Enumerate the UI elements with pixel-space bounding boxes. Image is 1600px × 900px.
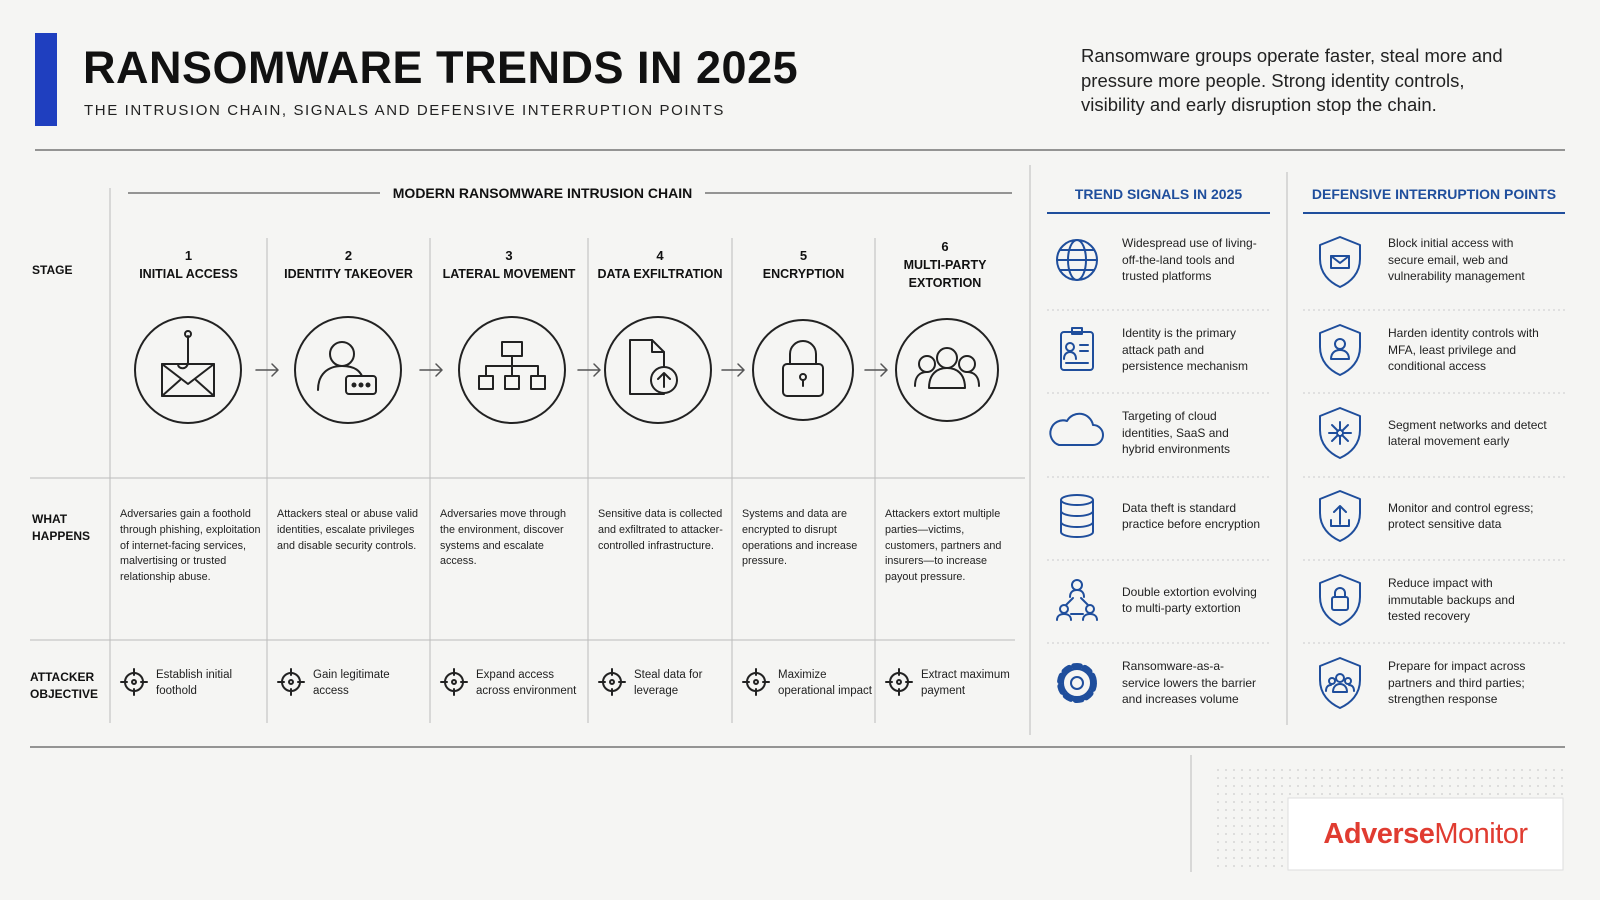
stage-number: 2 — [344, 248, 353, 263]
stage-icons — [134, 316, 999, 424]
signal-text: Ransomware-as-a-service lowers the barri… — [1122, 659, 1257, 707]
defense-icons — [1319, 236, 1361, 709]
stage-header: 2 IDENTITY TAKEOVER — [267, 235, 430, 295]
stage-objective: Gain legitimate access — [313, 669, 390, 697]
objective-icons — [120, 668, 913, 696]
row-label: WHAT HAPPENS — [32, 512, 91, 543]
stage-description: Adversaries gain a foothold through phis… — [120, 508, 261, 584]
defense-title: DEFENSIVE INTERRUPTION POINTS — [1311, 186, 1557, 202]
stage-description: Adversaries move through the environment… — [440, 508, 567, 568]
signal-text: Targeting of cloud identities, SaaS and … — [1122, 409, 1231, 457]
stage-description: Sensitive data is collected and exfiltra… — [598, 508, 723, 552]
signal-text: Data theft is standard practice before e… — [1122, 500, 1261, 532]
signal-text: Widespread use of living-off-the-land to… — [1122, 236, 1257, 284]
logo: AdverseMonitor — [1288, 818, 1563, 851]
title: RANSOMWARE TRENDS IN 2025 — [83, 42, 799, 93]
chain-title: MODERN RANSOMWARE INTRUSION CHAIN — [392, 185, 693, 201]
logo-part: Monitor — [1434, 818, 1528, 850]
logo-part: Adverse — [1323, 818, 1435, 850]
stage-name: INITIAL ACCESS — [139, 267, 238, 281]
row-label: STAGE — [32, 263, 73, 277]
stage-description: Attackers extort multiple parties—victim… — [885, 508, 1002, 584]
signal-text: Double extortion evolving to multi-party… — [1122, 584, 1257, 616]
accent-bar — [35, 33, 57, 126]
signals-title: TREND SIGNALS IN 2025 — [1074, 186, 1243, 202]
defense-text: Block initial access with secure email, … — [1388, 236, 1525, 284]
stage-name: DATA EXFILTRATION — [597, 267, 723, 281]
stage-header: 4 DATA EXFILTRATION — [588, 235, 732, 295]
signal-icons — [1049, 239, 1104, 703]
stage-header: 1 INITIAL ACCESS — [110, 235, 267, 295]
stage-number: 1 — [184, 248, 193, 263]
stage-objective: Steal data for leverage — [634, 669, 703, 697]
stage-number: 6 — [941, 239, 949, 254]
defense-text: Reduce impact with immutable backups and… — [1388, 576, 1515, 624]
logo-box — [1287, 797, 1564, 871]
row-label: ATTACKER OBJECTIVE — [30, 670, 99, 701]
stage-number: 4 — [656, 248, 664, 263]
stage-name: ENCRYPTION — [762, 267, 845, 281]
stage-objective: Extract maximum payment — [921, 669, 1010, 697]
signal-text: Identity is the primary attack path and … — [1122, 326, 1249, 374]
stage-name: LATERAL MOVEMENT — [442, 267, 576, 281]
stage-objective: Maximize operational impact — [778, 669, 872, 697]
stage-name: MULTI-PARTY EXTORTION — [903, 258, 987, 290]
defense-text: Monitor and control egress; protect sens… — [1388, 500, 1534, 532]
stage-description: Attackers steal or abuse valid identitie… — [277, 508, 419, 552]
summary: Ransomware groups operate faster, steal … — [1081, 45, 1503, 115]
stage-description: Systems and data are encrypted to disrup… — [742, 508, 858, 568]
stage-header: 3 LATERAL MOVEMENT — [430, 235, 588, 295]
subtitle: THE INTRUSION CHAIN, SIGNALS AND DEFENSI… — [84, 102, 725, 119]
stage-name: IDENTITY TAKEOVER — [284, 267, 413, 281]
defense-text: Prepare for impact across partners and t… — [1388, 659, 1526, 707]
stage-number: 3 — [505, 248, 513, 263]
stage-number: 5 — [799, 248, 808, 263]
stage-header: 6 MULTI-PARTY EXTORTION — [875, 235, 1015, 295]
stage-objective: Expand access across environment — [476, 669, 577, 697]
defense-text: Harden identity controls with MFA, least… — [1388, 326, 1539, 374]
stage-objective: Establish initial foothold — [156, 669, 233, 697]
defense-text: Segment networks and detect lateral move… — [1388, 417, 1547, 449]
separators — [1047, 309, 1565, 644]
stage-header: 5 ENCRYPTION — [732, 235, 875, 295]
